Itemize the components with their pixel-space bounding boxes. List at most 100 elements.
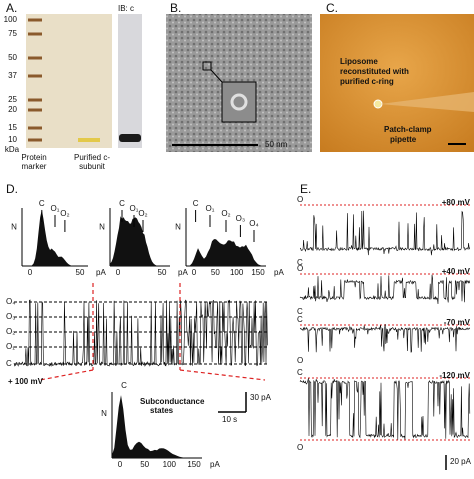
tick-label: 50 <box>76 268 85 277</box>
axis-label: N <box>101 409 107 418</box>
scale-label: 50 nm <box>265 140 288 149</box>
micrograph <box>320 14 474 152</box>
blot-label: IB: c <box>118 4 134 13</box>
zoom-box <box>202 61 212 71</box>
current-trace <box>13 299 268 368</box>
panel-label: B. <box>170 1 181 15</box>
level-label: C <box>297 307 303 316</box>
level-label: C <box>6 359 12 368</box>
marker-band <box>28 126 42 130</box>
peak-label: C <box>193 199 199 208</box>
level-label: O₂ <box>6 327 15 336</box>
lane-label: Protein <box>21 153 46 162</box>
axis-label: pA <box>274 268 284 277</box>
peak-label: O₂ <box>138 209 147 218</box>
annotation: states <box>150 406 174 415</box>
tick-label: 100 <box>230 268 244 277</box>
voltage-label: + 100 mV <box>8 377 44 386</box>
marker-size: 25 <box>8 95 17 104</box>
annotation: pipette <box>390 135 417 144</box>
tick-label: 150 <box>187 460 201 469</box>
marker-band <box>28 138 42 142</box>
level-label: O <box>297 264 303 273</box>
marker-band <box>28 56 42 60</box>
scale-label: 20 pA <box>450 457 472 466</box>
tick-label: 0 <box>116 268 121 277</box>
histogram <box>112 395 202 458</box>
tick-label: 150 <box>251 268 265 277</box>
level-label: C <box>297 368 303 377</box>
pipette <box>380 92 474 112</box>
level-label: C <box>297 258 303 267</box>
unit: kDa <box>5 145 20 154</box>
tick-label: 50 <box>140 460 149 469</box>
current-trace <box>299 274 471 305</box>
lane-label: Purified c- <box>74 153 110 162</box>
panel-label: D. <box>6 182 18 196</box>
peak-label: C <box>119 199 125 208</box>
voltage-label: +80 mV <box>442 198 471 207</box>
peak-label: O₃ <box>236 214 245 223</box>
annotation: Liposome <box>340 57 378 66</box>
annotation: Patch-clamp <box>384 125 432 134</box>
peak-label: O₁ <box>51 204 60 213</box>
marker-band <box>28 74 42 78</box>
tick-label: 0 <box>28 268 33 277</box>
annotation: Subconductance <box>140 397 205 406</box>
voltage-label: -120 mV <box>439 371 470 380</box>
level-label: O₁ <box>6 342 15 351</box>
level-label: C <box>297 315 303 324</box>
level-label: O <box>297 443 303 452</box>
peak-label: O₄ <box>249 219 259 228</box>
peak-label: O₁ <box>206 204 215 213</box>
c-ring <box>230 93 248 111</box>
gel <box>26 14 112 148</box>
peak-label: O₂ <box>60 209 69 218</box>
scale-label: 30 pA <box>250 393 272 402</box>
axis-label: pA <box>210 460 220 469</box>
level-label: O₄ <box>6 297 16 306</box>
annotation: purified c-ring <box>340 77 394 86</box>
level-label: O <box>297 356 303 365</box>
annotation: reconstituted with <box>340 67 409 76</box>
tick-label: 100 <box>163 460 177 469</box>
marker-band <box>28 32 42 36</box>
tick-label: 0 <box>192 268 197 277</box>
level-label: O₃ <box>6 312 15 321</box>
marker-size: 75 <box>8 29 17 38</box>
peak-label: C <box>39 199 45 208</box>
marker-band <box>28 18 42 22</box>
axis-label: N <box>175 222 181 231</box>
zoom-guide <box>179 369 266 381</box>
marker-size: 20 <box>8 105 17 114</box>
marker-size: 10 <box>8 135 17 144</box>
current-trace <box>299 210 471 256</box>
voltage-label: -70 mV <box>444 318 471 327</box>
axis-label: pA <box>96 268 106 277</box>
voltage-label: +40 mV <box>442 267 471 276</box>
zoom-line <box>210 69 223 83</box>
tick-label: 0 <box>118 460 123 469</box>
zoom-inset <box>221 81 257 123</box>
panel-label: E. <box>300 182 311 196</box>
current-trace <box>299 378 471 440</box>
histogram <box>22 209 88 266</box>
current-trace <box>299 324 471 353</box>
level-label: O <box>297 195 303 204</box>
axis-label: N <box>99 222 105 231</box>
marker-band <box>28 108 42 112</box>
lane-label: subunit <box>79 162 106 171</box>
marker-size: 37 <box>8 71 17 80</box>
blot <box>118 14 142 148</box>
panel-label: A. <box>6 1 17 15</box>
peak-label: C <box>121 381 127 390</box>
scale-label: 10 s <box>222 415 237 424</box>
tick-label: 50 <box>211 268 220 277</box>
histogram <box>110 216 170 266</box>
histogram <box>186 239 266 266</box>
marker-size: 100 <box>4 15 18 24</box>
axis-label: N <box>11 222 17 231</box>
axis-label: pA <box>178 268 188 277</box>
zoom-guide <box>39 369 94 381</box>
